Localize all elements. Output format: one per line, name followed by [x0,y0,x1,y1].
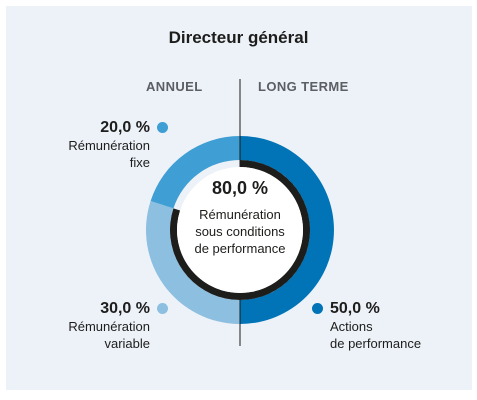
legend-label-fixed: Rémunération fixe [68,138,150,170]
legend-label-performance-shares: Actions de performance [330,319,422,351]
legend-value-variable: 30,0 % [100,300,150,317]
legend-dot-fixed [157,122,168,133]
column-header-annual: ANNUEL [146,79,203,94]
legend-value-performance-shares: 50,0 % [330,300,380,317]
donut-slice-fixed [150,136,240,209]
donut-slice-performance-shares [240,136,334,324]
center-label: Rémunération sous conditions de performanc… [194,207,286,256]
legend-dot-performance-shares [312,303,323,314]
legend-value-fixed: 20,0 % [100,119,150,136]
legend-label-variable: Rémunération variable [68,319,150,351]
center-value: 80,0 % [211,178,269,198]
donut-slice-variable [146,200,240,324]
donut-center [177,167,303,293]
column-header-long-term: LONG TERME [258,79,349,94]
legend-dot-variable [157,303,168,314]
chart-title: Directeur général [168,28,309,47]
